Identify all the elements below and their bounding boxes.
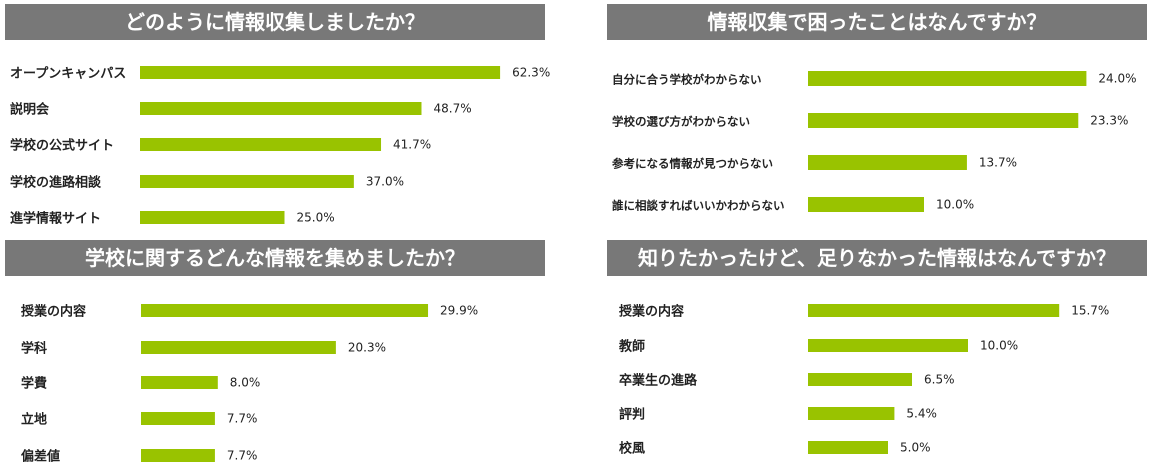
bar	[140, 102, 422, 115]
bar	[141, 376, 218, 389]
category-label: 学校の公式サイト	[10, 138, 114, 154]
category-label: 授業の内容	[619, 304, 684, 320]
value-label: 24.0%	[1098, 72, 1136, 86]
category-label: オープンキャンパス	[10, 67, 126, 82]
value-label: 5.0%	[900, 441, 931, 455]
value-label: 41.7%	[393, 138, 431, 152]
bar	[140, 138, 382, 151]
value-label: 6.5%	[924, 373, 955, 387]
bar-chart: 自分に合う学校がわからない 24.0% 学校の選び方がわからない 23.3% 参考になる…	[611, 71, 1137, 213]
value-label: 48.7%	[433, 102, 471, 116]
bar	[140, 175, 354, 188]
category-label: 校風	[619, 441, 645, 457]
value-label: 5.4%	[906, 407, 937, 421]
chart-panel-missing-info: 知りたかったけど、足りなかった情報はなんですか？ 授業の内容 15.7% 教師 10.…	[607, 240, 1147, 470]
bar-chart: オープンキャンパス 62.3% 説明会 48.7% 学校の公式サイト 41.7% 学校の進路…	[10, 66, 550, 227]
category-label: 学校の進路相談	[10, 175, 102, 191]
value-label: 7.7%	[227, 449, 257, 463]
bar	[808, 155, 967, 170]
category-label: 説明会	[10, 102, 50, 118]
chart-panel-info-collected: 学校に関するどんな情報を集めましたか？ 授業の内容 29.9% 学科 20.3% 学費 8…	[5, 240, 545, 470]
value-label: 23.3%	[1090, 114, 1128, 128]
category-label: 学科	[21, 341, 47, 357]
category-label: 評判	[619, 407, 645, 423]
category-label: 偏差値	[21, 449, 60, 465]
bar-chart: 授業の内容 29.9% 学科 20.3% 学費 8.0% 立地 7.7% 偏差値 7.7%	[21, 304, 478, 465]
category-label: 自分に合う学校がわからない	[612, 73, 762, 87]
bar	[808, 407, 895, 420]
value-label: 13.7%	[979, 156, 1017, 170]
value-label: 10.0%	[936, 198, 974, 212]
category-label: 学費	[21, 376, 47, 392]
category-label: 授業の内容	[21, 304, 86, 320]
category-label: 教師	[618, 339, 645, 355]
category-label: 誰に相談すればいいかわからない	[612, 199, 785, 213]
bar	[141, 304, 429, 317]
value-label: 8.0%	[230, 376, 260, 390]
chart-panel-difficulties: 情報収集で困ったことはなんですか？ 自分に合う学校がわからない 24.0% 学校の選…	[607, 4, 1147, 230]
category-label: 学校の選び方がわからない	[612, 115, 750, 129]
bar	[808, 197, 924, 212]
bar	[808, 304, 1060, 317]
value-label: 29.9%	[440, 304, 478, 318]
category-label: 卒業生の進路	[619, 373, 698, 389]
bar	[140, 211, 285, 224]
value-label: 7.7%	[227, 412, 257, 426]
bar	[808, 113, 1079, 128]
bar	[808, 441, 888, 454]
category-label: 参考になる情報が見つからない	[611, 157, 773, 171]
chart-title: 学校に関するどんな情報を集めましたか？	[5, 240, 545, 276]
bar-chart: 授業の内容 15.7% 教師 10.0% 卒業生の進路 6.5% 評判 5.4% 校風 5.0%	[618, 304, 1109, 457]
category-label: 進学情報サイト	[10, 211, 101, 227]
value-label: 20.3%	[348, 341, 386, 355]
bar	[140, 66, 501, 79]
bar	[141, 412, 215, 425]
bar	[808, 339, 968, 352]
value-label: 37.0%	[366, 175, 404, 189]
chart-title: 情報収集で困ったことはなんですか？	[607, 4, 1147, 40]
value-label: 25.0%	[297, 211, 335, 225]
chart-title: どのように情報収集しましたか？	[5, 4, 545, 40]
chart-title: 知りたかったけど、足りなかった情報はなんですか？	[607, 240, 1147, 276]
bar	[141, 341, 336, 354]
bar	[808, 373, 912, 386]
chart-panel-info-sources: どのように情報収集しましたか？ オープンキャンパス 62.3% 説明会 48.7% 学校…	[5, 4, 550, 230]
value-label: 10.0%	[980, 339, 1018, 353]
bar	[808, 71, 1087, 86]
value-label: 62.3%	[512, 66, 550, 80]
category-label: 立地	[21, 412, 47, 428]
bar	[141, 449, 215, 462]
value-label: 15.7%	[1071, 304, 1109, 318]
